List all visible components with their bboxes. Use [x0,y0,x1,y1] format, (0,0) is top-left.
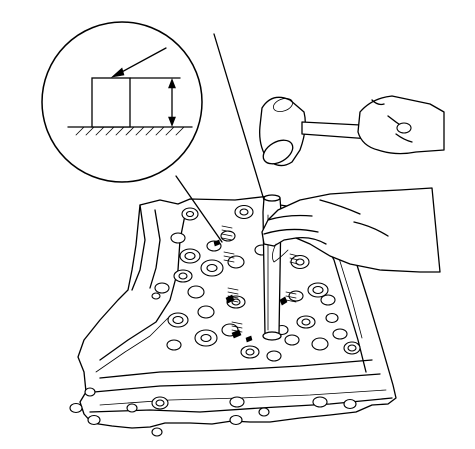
bolt-boss [166,339,182,351]
valve-seat [227,255,245,269]
fist-thumb [396,122,412,134]
bolt-boss [170,232,186,244]
knuckle-line [353,221,389,237]
bolt-boss [332,328,348,340]
dimension-arrowhead-bottom [168,116,176,127]
boss-hole [155,399,165,407]
shading [213,239,288,343]
bolt-hole [347,344,357,352]
valve-seat [178,272,188,280]
fist-finger [395,133,413,143]
valve-seat [288,290,304,302]
valve-seat [312,285,324,295]
boss-hole [312,396,328,408]
hand [261,187,441,273]
shade-mark [245,335,253,343]
valve-springs [221,225,299,333]
valve-seat [200,333,212,343]
valve-seat [172,315,184,325]
knuckle-line [319,199,361,215]
driver-top [263,194,281,202]
valve-seat [184,251,196,261]
thumb [272,243,289,263]
shade-mark [231,329,242,339]
boss-hole [229,396,245,408]
leader-driver [213,33,265,201]
valve-seat [245,348,255,356]
valve-seat [301,318,311,326]
deck-ridge-inner [95,317,169,373]
bolt-hole [151,292,161,300]
hammer-face [262,139,294,165]
pointer-arrowhead [111,67,125,78]
left-step-inner [149,209,161,289]
boss-hole [151,427,163,437]
boss-hole [84,387,96,397]
valve-seat [284,334,300,346]
hammer-peen [272,98,294,112]
valve-spring [227,287,239,303]
boss-hole [229,414,243,426]
boss-hole [87,414,101,426]
boss-hole [258,407,270,417]
valve-seat [197,305,215,319]
bottom-bosses [69,387,357,437]
front-rail [99,359,373,379]
lower-edge [89,397,393,413]
leader-lines [175,33,265,243]
boss-hole [69,402,83,414]
bolt-hole [239,208,249,216]
bolt-boss [320,294,336,306]
leader-detail [175,175,223,243]
detail-callout [41,21,203,183]
finger-line [267,214,313,221]
left-step [131,204,146,291]
dimension-arrowhead-top [168,78,176,89]
valve-seat [266,350,282,362]
shade-mark [225,294,235,304]
valve-seat [295,258,305,266]
valve-spring [289,253,299,265]
boss-hole [126,403,138,413]
shade-mark [213,239,221,247]
driver-tip [262,331,282,341]
valve-seat [311,337,329,351]
bolt-boss [325,312,339,324]
valve-seat [187,285,205,299]
boss-hole [343,398,357,410]
valve-spring [223,251,235,263]
valve-spring [285,291,297,303]
front-rail-lower [93,373,381,393]
valve-guide [91,77,131,128]
pointer-leader [117,47,167,75]
bolt-hole [185,210,195,218]
shade-mark [279,296,288,306]
hammer [259,95,445,167]
hand-back [261,187,441,273]
valve-seat [206,263,218,273]
bolt-boss [154,282,170,294]
cylinder-head [77,195,397,429]
finger-line [263,228,319,235]
fist-finger [371,99,385,106]
surface-hatching [75,126,185,136]
finger-line [295,236,327,245]
valve-spring [221,225,233,241]
